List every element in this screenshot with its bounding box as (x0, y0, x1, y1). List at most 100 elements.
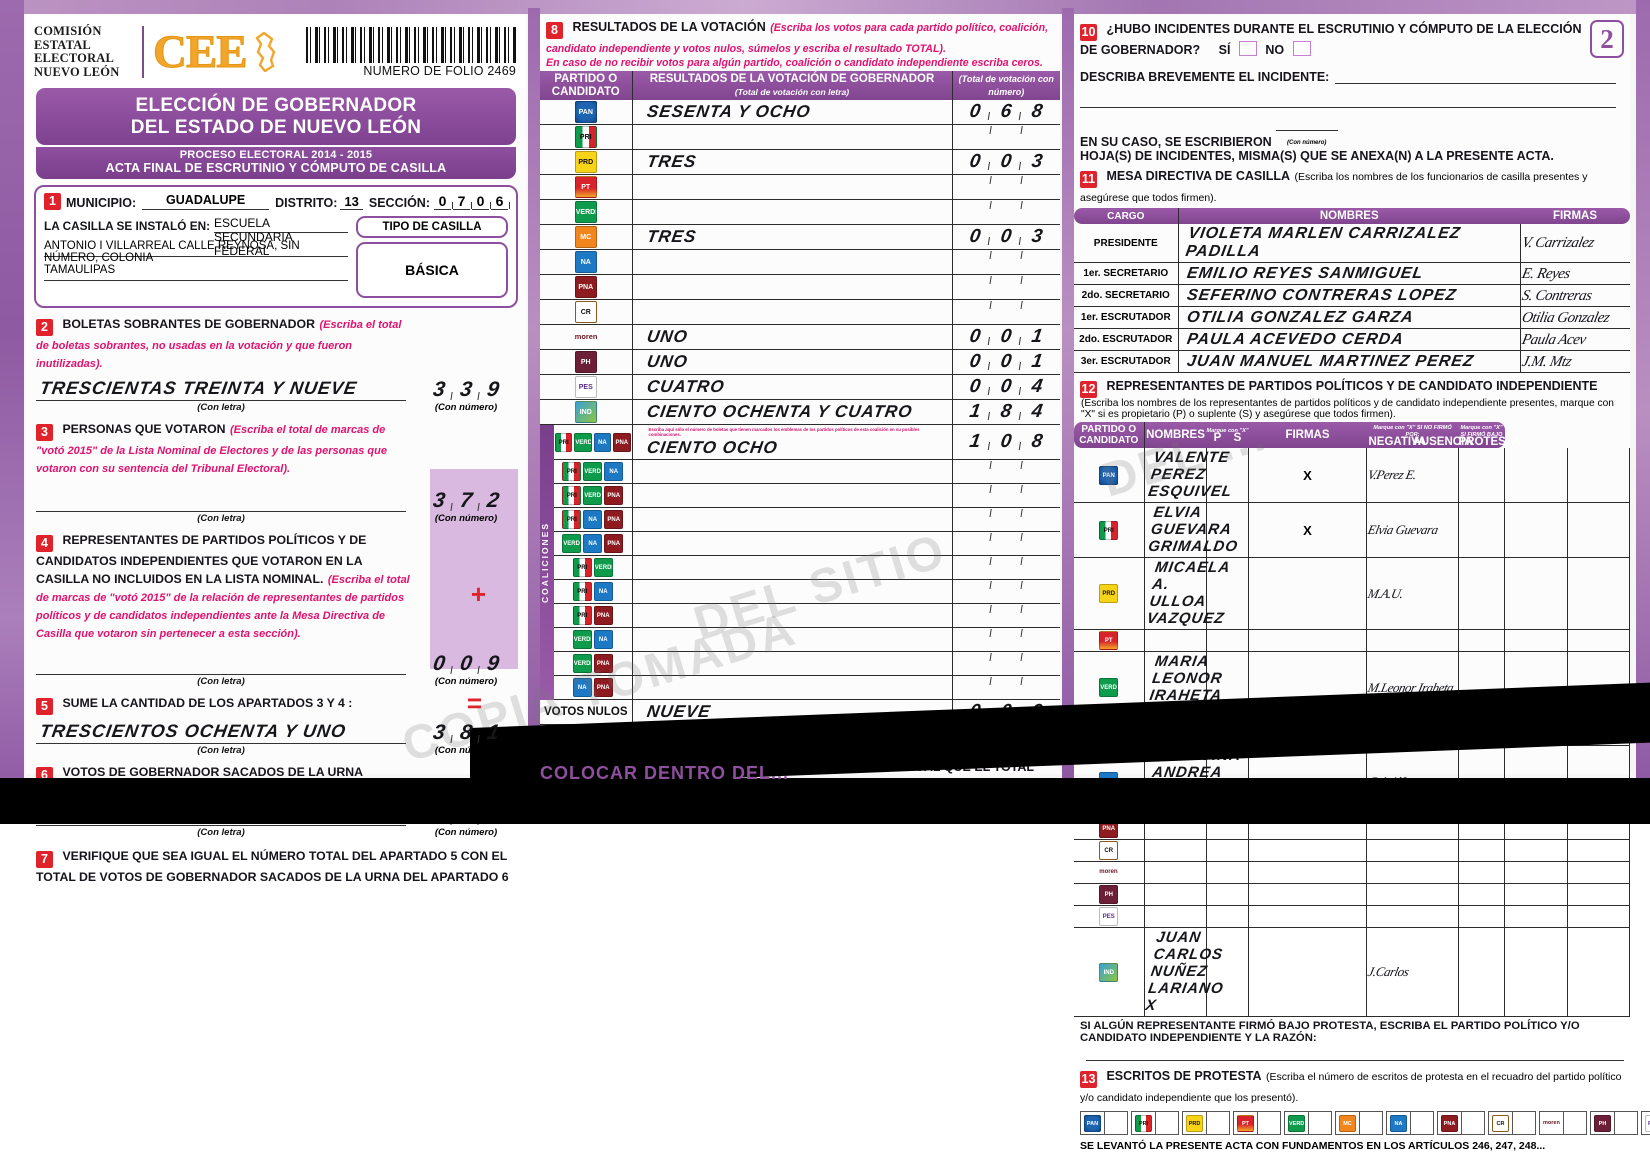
reps-firma-cell[interactable] (1366, 905, 1459, 928)
coalition-row-numero-cell[interactable] (952, 651, 1060, 677)
vote-row-numero-cell[interactable] (952, 174, 1060, 201)
mesa-firma-cell[interactable]: S. Contreras (1520, 284, 1630, 307)
vote-row-letra-cell[interactable]: UNO (632, 349, 953, 376)
tipo-casilla-value-box[interactable]: BÁSICA (356, 242, 508, 298)
vote-row-letra-cell[interactable]: CIENTO OCHENTA Y CUATRO (632, 399, 953, 426)
coalition-row-numero-cell[interactable] (952, 579, 1060, 605)
reps-s-cell[interactable] (1248, 557, 1367, 630)
section-3-letra-line[interactable] (36, 492, 406, 512)
reps-firma-cell[interactable]: M.A.U. (1366, 557, 1459, 630)
section-3-numero-group[interactable]: 3 7 2 (Con número) (416, 489, 516, 524)
reps-ausencia-cell[interactable] (1504, 629, 1568, 652)
coalition-row-letra-cell[interactable] (632, 603, 953, 629)
coalition-row-letra-cell[interactable] (632, 459, 953, 485)
section-5-numero-group[interactable]: 3 8 1 (Con número) (416, 721, 516, 756)
vote-row-letra-cell[interactable]: TRES (632, 149, 953, 176)
protest-box-morena[interactable]: morena (1539, 1111, 1587, 1135)
mesa-firma-cell[interactable]: V. Carrizalez (1520, 224, 1630, 263)
reps-p-cell[interactable] (1206, 557, 1249, 630)
protest-box-pvem[interactable]: VERDE (1284, 1111, 1332, 1135)
coalition-row-letra-cell[interactable] (632, 651, 953, 677)
reps-firma-cell[interactable]: Elvia Guevara (1366, 502, 1459, 558)
address-line-3[interactable]: TAMAULIPAS (44, 264, 348, 281)
reps-negativa-cell[interactable] (1458, 448, 1505, 503)
mesa-firma-cell[interactable]: Otilia Gonzalez (1520, 306, 1630, 329)
reps-ausencia-cell[interactable] (1504, 927, 1568, 1017)
reps-firma-cell[interactable] (1366, 883, 1459, 906)
vote-row-letra-cell[interactable]: TRES (632, 224, 953, 251)
reps-p-cell[interactable] (1206, 448, 1249, 503)
coalition-row-letra-cell[interactable] (632, 579, 953, 605)
reps-negativa-cell[interactable] (1458, 629, 1505, 652)
reps-firma-cell[interactable] (1366, 629, 1459, 652)
vote-row-letra-cell[interactable] (632, 274, 953, 301)
protest-box-pri[interactable]: PRI (1131, 1111, 1179, 1135)
address-line-1[interactable]: ESCUELA SECUNDARIA FEDERAL (214, 216, 348, 258)
reps-protesta-cell[interactable] (1567, 629, 1630, 652)
mesa-firma-cell[interactable]: Paula Acev (1520, 328, 1630, 351)
vote-row-numero-cell[interactable] (952, 124, 1060, 151)
protest-box-pan[interactable]: PAN (1080, 1111, 1128, 1135)
reps-s-cell[interactable]: X (1248, 502, 1367, 558)
reps-negativa-cell[interactable] (1458, 502, 1505, 558)
protest-note-input[interactable] (1086, 1044, 1624, 1061)
coalition-row-letra-cell[interactable] (632, 555, 953, 581)
reps-negativa-cell[interactable] (1458, 883, 1505, 906)
vote-row-numero-cell[interactable] (952, 199, 1060, 226)
si-checkbox[interactable] (1238, 41, 1257, 56)
coalition-row-letra-cell[interactable] (632, 675, 953, 701)
protest-box-prd[interactable]: PRD (1182, 1111, 1230, 1135)
reps-firma-cell[interactable]: V.Perez E. (1366, 448, 1459, 503)
coalition-row-numero-cell[interactable] (952, 507, 1060, 533)
reps-ausencia-cell[interactable] (1504, 905, 1568, 928)
vote-row-letra-cell[interactable]: CUATRO (632, 374, 953, 401)
reps-s-cell[interactable] (1248, 927, 1367, 1017)
reps-protesta-cell[interactable] (1567, 502, 1630, 558)
coalition-row-letra-cell[interactable]: Escriba aquí sólo el número de boletas q… (632, 425, 953, 461)
coalition-row-numero-cell[interactable] (952, 531, 1060, 557)
protest-box-humanista[interactable]: PH (1590, 1111, 1638, 1135)
reps-ausencia-cell[interactable] (1504, 883, 1568, 906)
coalition-row-numero-cell[interactable] (952, 627, 1060, 653)
vote-row-letra-cell[interactable] (632, 299, 953, 326)
section-4-numero-group[interactable]: 0 0 9 (Con número) (416, 652, 516, 687)
protest-box-mc[interactable]: MC (1335, 1111, 1383, 1135)
coalition-row-letra-cell[interactable] (632, 483, 953, 509)
reps-negativa-cell[interactable] (1458, 557, 1505, 630)
no-checkbox[interactable] (1292, 41, 1311, 56)
reps-protesta-cell[interactable] (1567, 883, 1630, 906)
reps-protesta-cell[interactable] (1567, 861, 1630, 884)
reps-p-cell[interactable] (1206, 861, 1249, 884)
vote-row-letra-cell[interactable] (632, 124, 953, 151)
mesa-nombre-cell[interactable]: PAULA ACEVEDO CERDA (1178, 328, 1521, 351)
coalition-row-letra-cell[interactable] (632, 627, 953, 653)
reps-firma-cell[interactable] (1366, 839, 1459, 862)
mesa-nombre-cell[interactable]: EMILIO REYES SANMIGUEL (1178, 262, 1521, 285)
reps-p-cell[interactable] (1206, 502, 1249, 558)
reps-protesta-cell[interactable] (1567, 927, 1630, 1017)
reps-nombre-cell[interactable] (1144, 883, 1207, 906)
mesa-nombre-cell[interactable]: OTILIA GONZALEZ GARZA (1178, 306, 1521, 329)
vote-row-letra-cell[interactable] (632, 174, 953, 201)
describe-input-line2[interactable] (1080, 92, 1616, 108)
vote-row-letra-cell[interactable]: UNO (632, 324, 953, 351)
vote-row-letra-cell[interactable]: SESENTA Y OCHO (632, 100, 953, 126)
coalition-row-letra-cell[interactable] (632, 531, 953, 557)
distrito-value[interactable]: 13 (340, 194, 363, 210)
municipio-value[interactable]: GUADALUPE (142, 193, 270, 210)
reps-protesta-cell[interactable] (1567, 905, 1630, 928)
mesa-nombre-cell[interactable]: VIOLETA MARLEN CARRIZALEZ PADILLA (1178, 224, 1521, 263)
reps-protesta-cell[interactable] (1567, 448, 1630, 503)
reps-p-cell[interactable] (1206, 883, 1249, 906)
section-4-letra-line[interactable] (36, 655, 406, 675)
reps-ausencia-cell[interactable] (1504, 502, 1568, 558)
vote-row-letra-cell[interactable] (632, 199, 953, 226)
reps-firma-cell[interactable]: J.Carlos (1366, 927, 1459, 1017)
reps-s-cell[interactable] (1248, 883, 1367, 906)
reps-s-cell[interactable] (1248, 861, 1367, 884)
